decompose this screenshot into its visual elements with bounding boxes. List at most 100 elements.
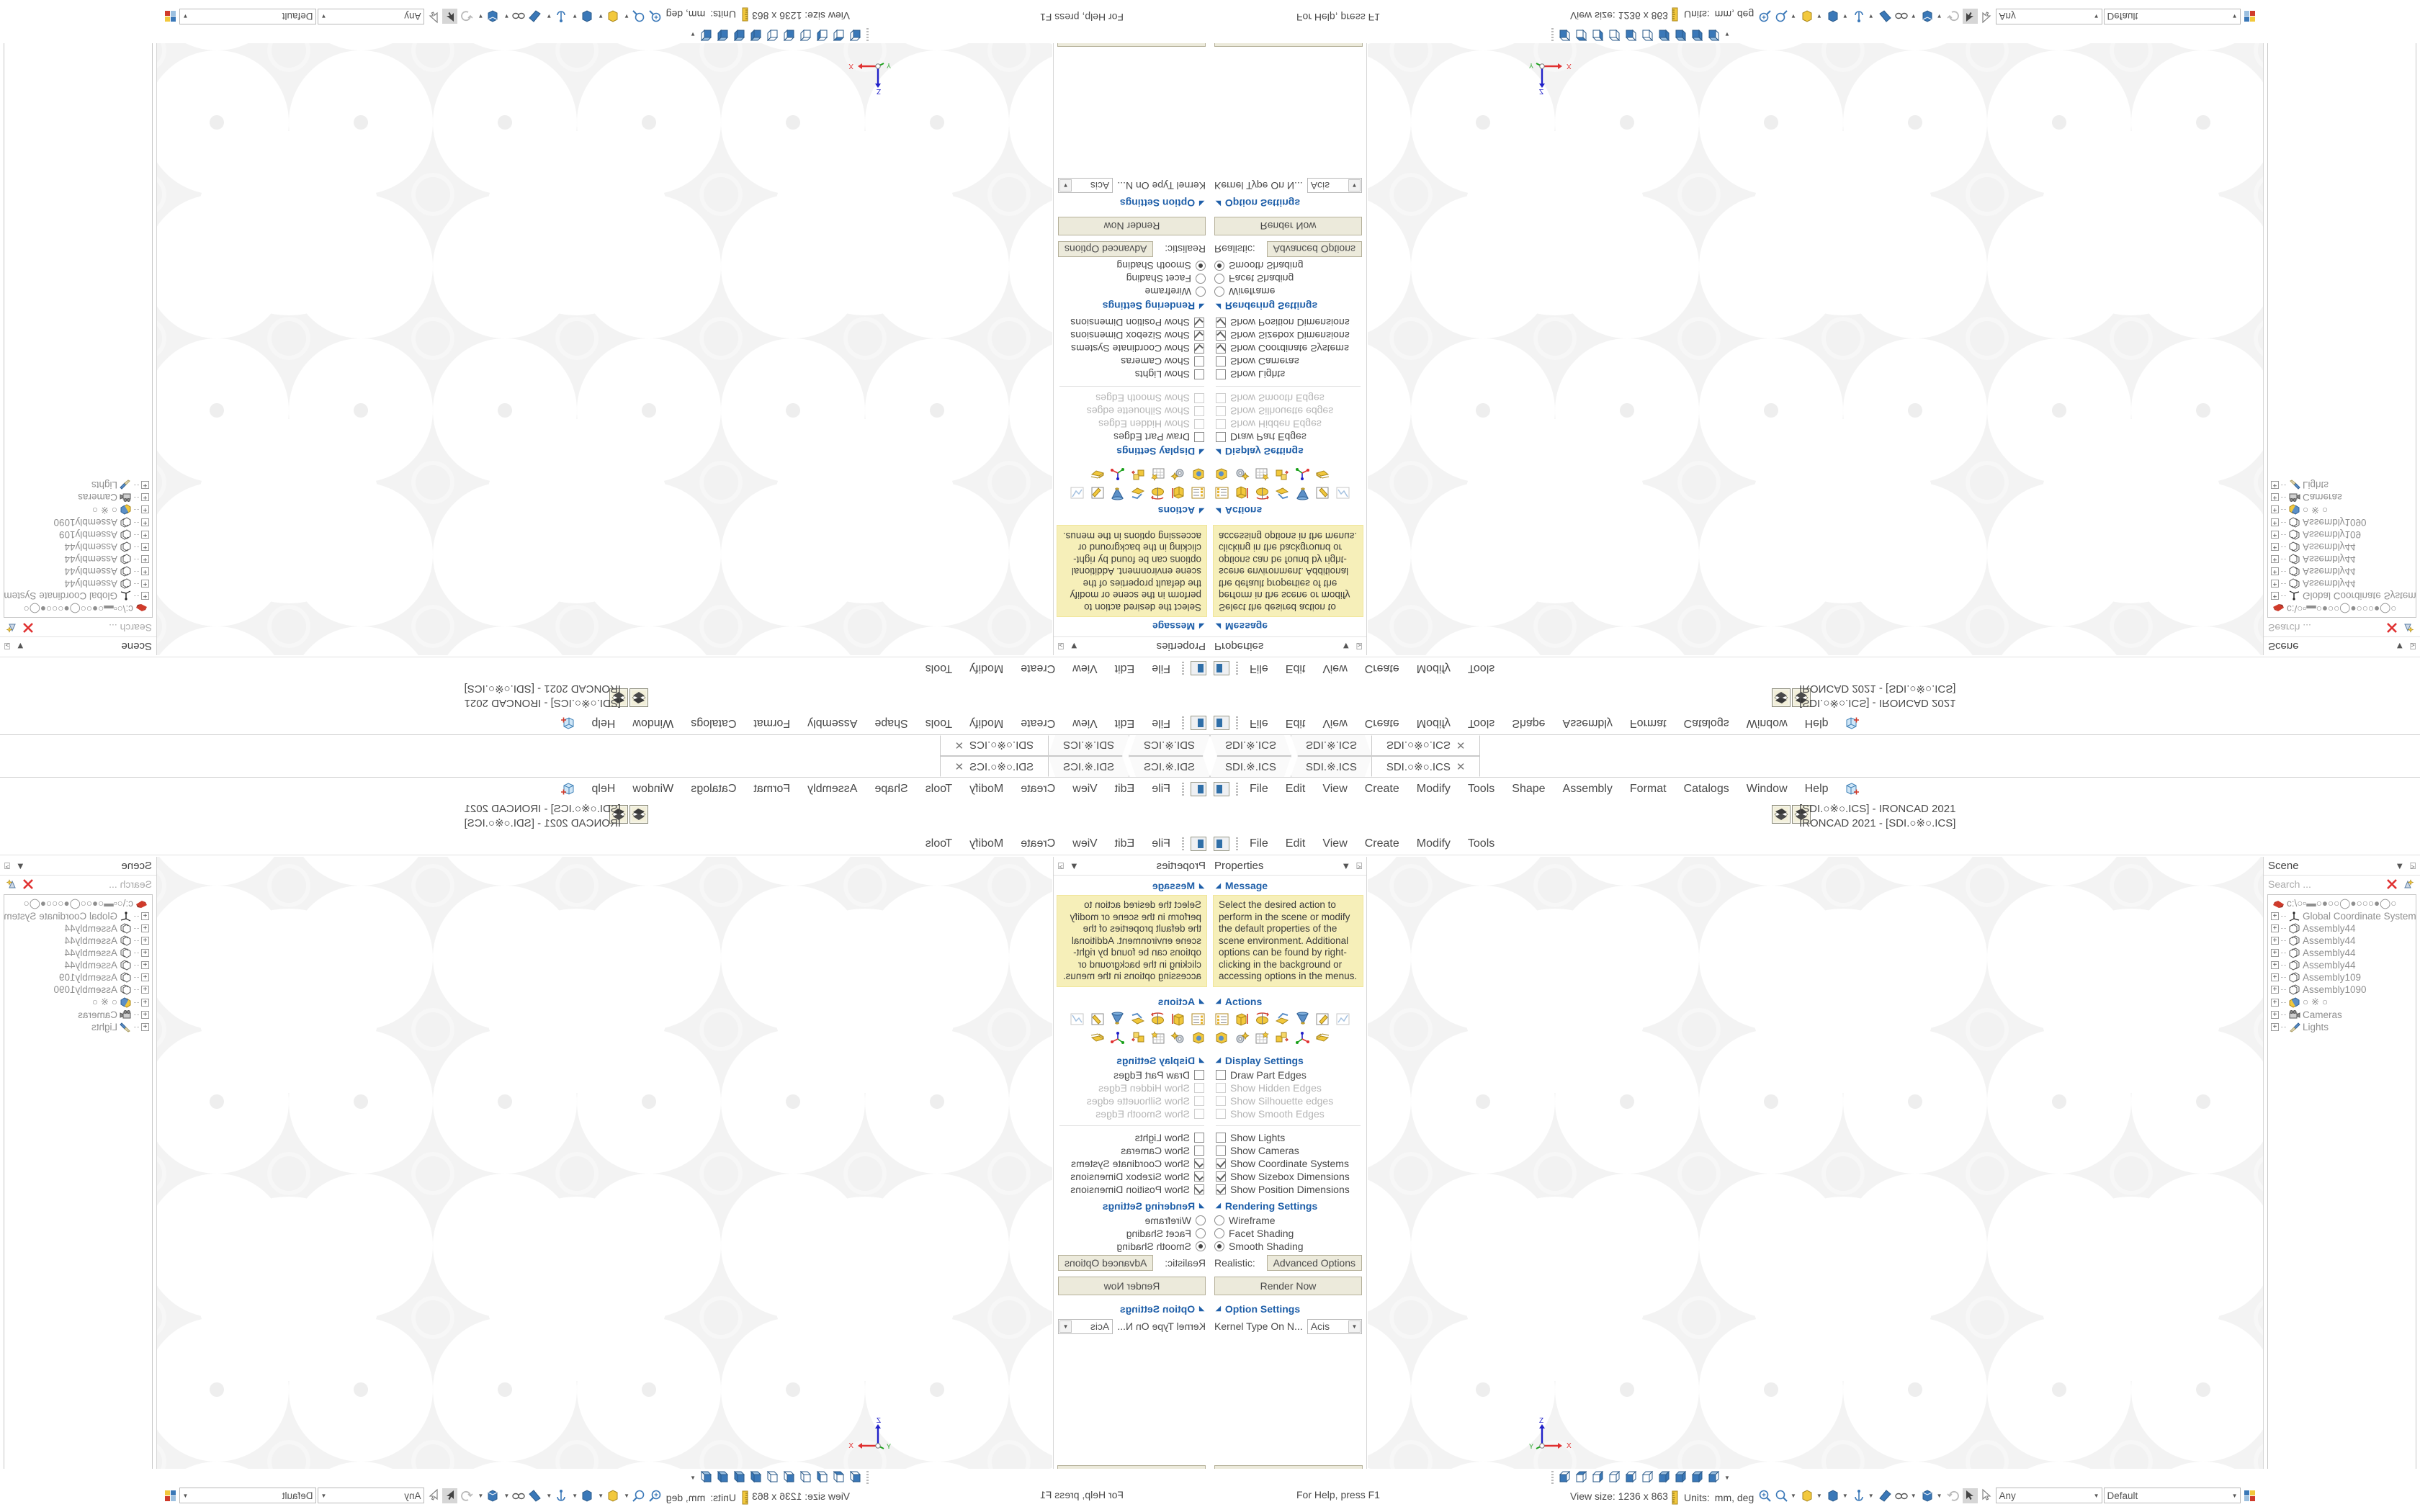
status-tool-icons[interactable]: ▼ ▼ ▼ ▼ ▼ ▼ <box>163 9 663 24</box>
document-tab[interactable]: SDI.※.ICS <box>1291 756 1372 777</box>
chevron-down-icon[interactable]: ▼ <box>1724 31 1730 38</box>
chevron-down-icon[interactable]: ▼ <box>1791 13 1796 20</box>
checkbox-show-cameras[interactable]: Show Cameras <box>1210 1144 1366 1157</box>
checkbox-icon[interactable] <box>1194 330 1204 341</box>
view-left-icon[interactable] <box>748 1470 762 1485</box>
tree-node-assembly[interactable]: + Assembly1090 <box>6 516 151 528</box>
expand-plus-icon[interactable]: + <box>2271 555 2279 563</box>
section-header-rendering-settings[interactable]: ◢ Rendering Settings <box>1210 299 1366 317</box>
coordinate-system-icon[interactable] <box>1295 1030 1310 1045</box>
undo-view-icon[interactable] <box>1946 9 1961 24</box>
expand-plus-icon[interactable]: + <box>2271 567 2279 575</box>
tree-root-node[interactable]: c:\○▫▬○●○○◯●○○○●◯○ <box>6 897 151 910</box>
menu2-item-tools[interactable]: Tools <box>1467 662 1495 675</box>
section-icon[interactable] <box>527 1488 542 1503</box>
toolbar-grip[interactable] <box>1551 28 1554 41</box>
camera-view-icon[interactable] <box>1894 9 1909 24</box>
checkbox-show-coordinate-systems[interactable]: Show Coordinate Systems <box>1054 343 1210 356</box>
tree-node-assembly[interactable]: + Assembly44 <box>6 935 151 947</box>
menu-item-help[interactable]: Help <box>591 783 616 795</box>
checkbox-icon[interactable] <box>1194 343 1204 354</box>
scene-search-row[interactable]: Search ... <box>0 619 156 636</box>
expand-plus-icon[interactable]: + <box>2271 961 2279 969</box>
menu-item-file[interactable]: File <box>1250 717 1268 729</box>
assembly-link-icon[interactable] <box>1275 467 1290 482</box>
checkbox-icon[interactable] <box>1194 369 1204 380</box>
toolbar-grip[interactable] <box>1236 716 1238 729</box>
document-tab[interactable]: SDI.※.ICS <box>1048 756 1129 777</box>
menu-item-shape[interactable]: Shape <box>1512 717 1546 729</box>
checkbox-show-position-dimensions[interactable]: Show Position Dimensions <box>1210 1183 1366 1196</box>
assembly-link-icon[interactable] <box>1275 1030 1290 1045</box>
tree-node-global-coordinate-system[interactable]: + Global Coordinate System <box>4 590 151 602</box>
expand-plus-icon[interactable]: + <box>2271 912 2279 920</box>
checkbox-icon[interactable] <box>1194 356 1204 367</box>
checkbox-show-position-dimensions[interactable]: Show Position Dimensions <box>1054 317 1210 330</box>
sketch-edit-icon[interactable] <box>1315 1012 1330 1027</box>
extrude-box-icon[interactable] <box>1170 486 1186 501</box>
expand-plus-icon[interactable]: + <box>141 924 149 932</box>
radio-icon[interactable] <box>1196 1228 1206 1238</box>
section-header-rendering-settings[interactable]: ◢ Rendering Settings <box>1054 299 1210 317</box>
document-tab-strip[interactable]: SDI.※.ICS SDI.※.ICS SDI.○※○.ICS ✕ <box>1210 756 2420 778</box>
checkbox-show-coordinate-systems[interactable]: Show Coordinate Systems <box>1054 1157 1210 1170</box>
shaded-part-icon[interactable] <box>1090 1030 1105 1045</box>
checkbox-icon[interactable] <box>1216 330 1226 341</box>
status-tool-icons[interactable]: ▼ ▼ ▼ ▼ ▼ ▼ <box>163 1488 663 1503</box>
toolbar-grip[interactable] <box>1236 783 1238 796</box>
tree-root-node[interactable]: c:\○▫▬○●○○◯●○○○●◯○ <box>2269 897 2414 910</box>
menu2-item-view[interactable]: View <box>1322 662 1348 675</box>
part-blue-icon[interactable] <box>1826 1488 1841 1503</box>
zoom-window-icon[interactable] <box>631 9 646 24</box>
section-header-option-settings[interactable]: ◢ Option Settings <box>1054 1299 1210 1317</box>
menu-item-help[interactable]: Help <box>591 717 616 729</box>
expand-plus-icon[interactable]: + <box>2271 505 2279 514</box>
expand-plus-icon[interactable]: + <box>141 531 149 539</box>
radio-facet-shading[interactable]: Facet Shading <box>1210 1227 1366 1240</box>
menu2-item-edit[interactable]: Edit <box>1285 662 1306 675</box>
checkbox-show-position-dimensions[interactable]: Show Position Dimensions <box>1210 317 1366 330</box>
tree-root-node[interactable]: c:\○▫▬○●○○◯●○○○●◯○ <box>2269 602 2414 615</box>
filter-sort-icon[interactable] <box>2403 878 2416 891</box>
main-menu-bar[interactable]: File Edit View Create Modify Tools Shape… <box>1210 711 2420 734</box>
radio-smooth-shading[interactable]: Smooth Shading <box>1210 260 1366 273</box>
style-combo[interactable]: Default ▼ <box>2103 9 2241 24</box>
menu-item-window[interactable]: Window <box>1746 717 1788 729</box>
radio-icon[interactable] <box>1214 261 1224 271</box>
select-arrow-icon[interactable] <box>442 1488 458 1503</box>
scene-tree[interactable]: c:\○▫▬○●○○◯●○○○●◯○ + Global Coordinate S… <box>2267 894 2416 1486</box>
checkbox-icon[interactable] <box>1194 1145 1204 1156</box>
clear-x-icon[interactable] <box>22 621 35 634</box>
collapse-triangle-icon[interactable]: ◢ <box>1216 508 1221 515</box>
view-ne-iso-icon[interactable] <box>698 28 712 42</box>
pin-icon[interactable]: ⍄ <box>4 641 10 652</box>
view-left-icon[interactable] <box>1658 1470 1672 1485</box>
view-orientation-toolbar[interactable]: ▼ <box>1549 1469 1732 1486</box>
collapse-triangle-icon[interactable]: ◢ <box>1199 449 1204 456</box>
expand-plus-icon[interactable]: + <box>2271 986 2279 994</box>
checkbox-icon[interactable] <box>1216 432 1226 443</box>
advanced-options-button[interactable]: Advanced Options <box>1058 241 1154 258</box>
section-header-message[interactable]: ◢ Message <box>1210 618 1366 636</box>
view-right-icon[interactable] <box>814 1470 828 1485</box>
toolbar-grip[interactable] <box>1236 837 1238 850</box>
scene-tree[interactable]: c:\○▫▬○●○○◯●○○○●◯○ + Global Coordinate S… <box>4 894 153 1486</box>
secondary-menu-bar[interactable]: File Edit View Create Modify Tools <box>1210 832 2420 855</box>
chevron-down-icon[interactable]: ▼ <box>1348 179 1361 192</box>
view-right-icon[interactable] <box>1592 1470 1606 1485</box>
checkbox-show-sizebox-dimensions[interactable]: Show Sizebox Dimensions <box>1054 1170 1210 1183</box>
menu-item-window[interactable]: Window <box>632 717 674 729</box>
secondary-menu-bar[interactable]: File Edit View Create Modify Tools <box>0 657 1210 680</box>
tree-node-assembly[interactable]: + Assembly44 <box>2269 922 2414 935</box>
chevron-down-icon[interactable]: ▼ <box>690 1474 696 1481</box>
section-header-message[interactable]: ◢ Message <box>1054 618 1210 636</box>
scene-search-row[interactable]: Search ... <box>2264 876 2420 893</box>
expand-plus-icon[interactable]: + <box>2271 580 2279 588</box>
tree-node-global-coordinate-system[interactable]: + Global Coordinate System <box>4 910 151 922</box>
chevron-down-icon[interactable]: ▼ <box>2231 1492 2238 1499</box>
menu-item-tools[interactable]: Tools <box>925 717 953 729</box>
snap-settings-icon[interactable] <box>2242 9 2257 24</box>
advanced-options-button[interactable]: Advanced Options <box>1266 1254 1362 1271</box>
document-tab[interactable]: SDI.※.ICS <box>1210 735 1291 756</box>
chevron-down-icon[interactable]: ▼ <box>1910 13 1917 20</box>
